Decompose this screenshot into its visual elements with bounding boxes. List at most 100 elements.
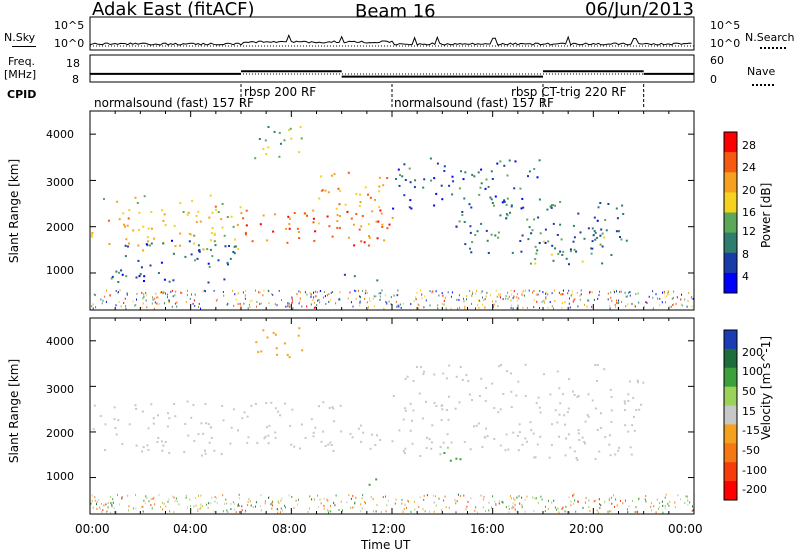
power-echo-pixel (172, 252, 175, 255)
velocity-noise-pixel (401, 498, 403, 501)
power-echo-pixel (583, 237, 586, 240)
power-noise-pixel (174, 294, 176, 297)
power-noise-pixel (402, 302, 404, 305)
power-echo-pixel (245, 224, 248, 227)
power-echo-pixel (350, 217, 353, 220)
power-echo-pixel (474, 234, 477, 236)
velocity-echo-pixel (283, 342, 286, 345)
velocity-noise-pixel (614, 505, 615, 508)
power-echo-pixel (208, 216, 211, 219)
velocity-echo-pixel (475, 424, 478, 427)
power-ytick-3000: 3000 (46, 176, 74, 189)
power-noise-pixel (350, 301, 352, 304)
power-noise-pixel (203, 289, 205, 292)
velocity-echo-pixel (446, 433, 449, 436)
power-echo-pixel (469, 225, 472, 228)
power-noise-pixel (185, 300, 187, 303)
power-noise-pixel (616, 299, 617, 302)
power-noise-pixel (511, 293, 513, 296)
power-noise-pixel (652, 290, 654, 293)
power-noise-pixel (458, 294, 460, 297)
velocity-echo-pixel (246, 441, 249, 444)
power-noise-pixel (395, 300, 397, 303)
power-echo-pixel (232, 225, 235, 228)
velocity-noise-pixel (281, 497, 283, 500)
velocity-echo-pixel (279, 414, 282, 417)
power-echo-pixel (149, 264, 152, 267)
velocity-echo-pixel (192, 404, 195, 406)
cpid-segment-3: normalsound (fast) 157 RF (394, 96, 554, 110)
velocity-noise-pixel (599, 503, 601, 506)
power-echo-pixel (422, 186, 425, 189)
velocity-noise-pixel (465, 508, 467, 511)
velocity-noise-pixel (113, 507, 115, 510)
velocity-echo-pixel (351, 436, 354, 439)
power-cbar-tick-8: 8 (742, 248, 749, 261)
velocity-noise-pixel (91, 499, 93, 502)
power-noise-pixel (276, 304, 278, 307)
velocity-echo-pixel (362, 431, 365, 434)
power-noise-pixel (580, 293, 582, 296)
power-echo-pixel (408, 206, 411, 209)
power-echo-pixel (369, 196, 372, 199)
velocity-echo-pixel (548, 456, 551, 459)
power-echo-pixel (423, 178, 426, 181)
velocity-echo-pixel (274, 431, 277, 434)
power-noise-pixel (463, 297, 464, 300)
velocity-echo-pixel (564, 423, 567, 426)
power-noise-pixel (416, 291, 418, 294)
power-echo-pixel (618, 230, 620, 233)
power-noise-pixel (93, 293, 95, 296)
power-noise-pixel (145, 294, 147, 297)
velocity-noise-pixel (680, 498, 682, 501)
velocity-noise-pixel (532, 496, 534, 499)
power-noise-pixel (688, 292, 690, 294)
velocity-noise-pixel (320, 502, 322, 505)
velocity-echo-pixel (299, 447, 301, 450)
velocity-noise-pixel (142, 510, 144, 513)
power-noise-pixel (464, 305, 466, 308)
power-noise-pixel (287, 303, 289, 306)
velocity-echo-pixel (409, 402, 412, 405)
velocity-noise-pixel (208, 502, 210, 505)
velocity-noise-pixel (259, 505, 261, 508)
power-noise-pixel (417, 303, 419, 306)
power-noise-pixel (194, 305, 196, 307)
velocity-noise-pixel (424, 510, 426, 513)
power-echo-pixel (262, 147, 265, 150)
power-noise-pixel (323, 291, 325, 293)
velocity-noise-pixel (403, 508, 405, 510)
velocity-noise-pixel (557, 507, 559, 510)
power-noise-pixel (325, 302, 327, 305)
velocity-noise-pixel (199, 507, 201, 510)
velocity-noise-pixel (664, 504, 666, 507)
velocity-echo-pixel (270, 401, 273, 404)
velocity-noise-pixel (214, 500, 216, 503)
power-noise-pixel (202, 290, 204, 293)
velocity-noise-pixel (385, 510, 387, 513)
power-noise-pixel (247, 307, 249, 310)
power-noise-pixel (484, 306, 486, 309)
power-noise-pixel (249, 300, 251, 303)
power-echo-pixel (296, 227, 299, 230)
power-noise-pixel (466, 298, 467, 301)
velocity-noise-pixel (128, 505, 130, 508)
power-echo-pixel (509, 211, 511, 214)
power-noise-pixel (594, 298, 595, 301)
power-noise-pixel (101, 302, 103, 305)
power-noise-pixel (522, 290, 524, 293)
velocity-echo-pixel (162, 444, 165, 447)
power-echo-pixel (468, 203, 471, 206)
velocity-noise-pixel (600, 504, 602, 507)
cpid-segment-2: rbsp 200 RF (244, 85, 317, 99)
velocity-colorbar-cell (724, 405, 737, 425)
power-noise-pixel (589, 290, 591, 293)
power-echo-pixel (594, 231, 597, 234)
velocity-noise-pixel (455, 502, 457, 505)
power-noise-pixel (418, 307, 420, 310)
power-echo-pixel (519, 240, 522, 242)
power-noise-pixel (533, 290, 535, 292)
power-noise-pixel (450, 295, 452, 298)
velocity-noise-pixel (193, 505, 195, 508)
velocity-noise-pixel (168, 498, 170, 501)
